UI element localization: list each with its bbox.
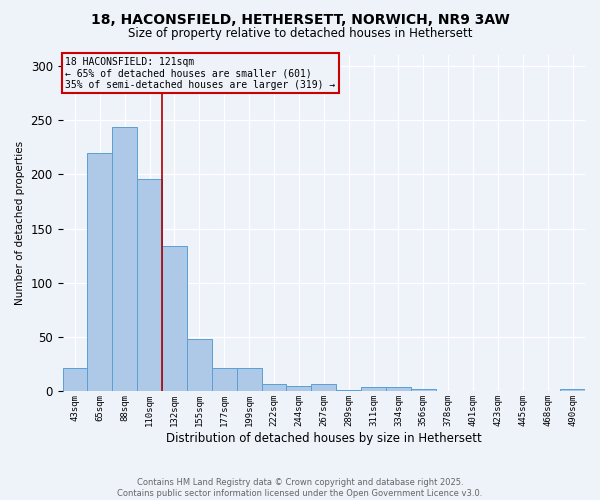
Bar bbox=[386, 387, 411, 392]
Bar bbox=[187, 340, 212, 392]
Text: 18 HACONSFIELD: 121sqm
← 65% of detached houses are smaller (601)
35% of semi-de: 18 HACONSFIELD: 121sqm ← 65% of detached… bbox=[65, 56, 335, 90]
X-axis label: Distribution of detached houses by size in Hethersett: Distribution of detached houses by size … bbox=[166, 432, 482, 445]
Bar bbox=[62, 368, 88, 392]
Bar bbox=[311, 384, 336, 392]
Bar bbox=[560, 389, 585, 392]
Bar bbox=[236, 368, 262, 392]
Bar bbox=[262, 384, 286, 392]
Bar bbox=[88, 152, 112, 392]
Bar bbox=[286, 386, 311, 392]
Bar bbox=[361, 387, 386, 392]
Text: Size of property relative to detached houses in Hethersett: Size of property relative to detached ho… bbox=[128, 28, 472, 40]
Bar bbox=[212, 368, 236, 392]
Bar bbox=[336, 390, 361, 392]
Text: Contains HM Land Registry data © Crown copyright and database right 2025.
Contai: Contains HM Land Registry data © Crown c… bbox=[118, 478, 482, 498]
Bar bbox=[411, 389, 436, 392]
Bar bbox=[137, 178, 162, 392]
Y-axis label: Number of detached properties: Number of detached properties bbox=[15, 141, 25, 306]
Text: 18, HACONSFIELD, HETHERSETT, NORWICH, NR9 3AW: 18, HACONSFIELD, HETHERSETT, NORWICH, NR… bbox=[91, 12, 509, 26]
Bar bbox=[162, 246, 187, 392]
Bar bbox=[112, 126, 137, 392]
